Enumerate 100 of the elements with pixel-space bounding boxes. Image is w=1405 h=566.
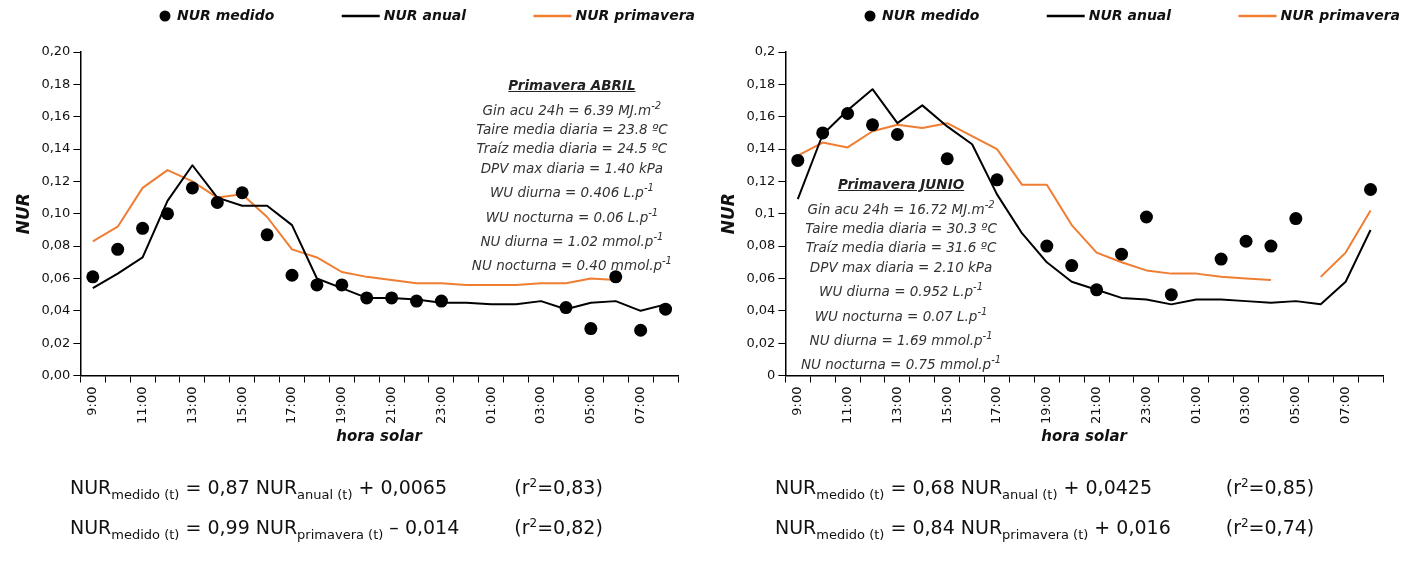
point xyxy=(310,278,324,292)
annotation: NU nocturna = 0.40 mmol.p$^{-1}$ xyxy=(471,253,672,275)
annotation: NU diurna = 1.02 mmol.p$^{-1}$ xyxy=(479,229,665,251)
x-tick-label: 11:00 xyxy=(133,386,149,424)
x-tick-label: 01:00 xyxy=(1187,386,1203,424)
point xyxy=(434,294,448,308)
annotation: WU diurna = 0.406 L.p$^{-1}$ xyxy=(488,181,655,202)
annotation: Taire media diaria = 23.8 ºC xyxy=(475,119,669,139)
x-tick-label: 13:00 xyxy=(888,386,904,424)
x-tick-label: 17:00 xyxy=(988,386,1004,424)
y-tick-label: 0,16 xyxy=(41,108,71,124)
point xyxy=(659,302,673,316)
x-tick-label: 15:00 xyxy=(938,386,954,424)
y-tick-label: 0,18 xyxy=(41,75,71,91)
text: (r$^{2}$=0,82) xyxy=(514,515,603,541)
point xyxy=(410,294,424,308)
point xyxy=(235,186,249,200)
x-tick-label: 9:00 xyxy=(84,386,100,416)
x-tick-label: 19:00 xyxy=(333,386,349,424)
x-tick-label: 15:00 xyxy=(233,386,249,424)
point xyxy=(866,118,879,132)
y-tick-label: 0,2 xyxy=(754,43,776,59)
text: (r$^{2}$=0,83) xyxy=(514,476,603,501)
point xyxy=(210,195,224,209)
x-tick-label: 13:00 xyxy=(183,386,199,424)
x-tick-label: 11:00 xyxy=(838,386,854,424)
point xyxy=(1090,283,1104,297)
y-tick-label: 0,02 xyxy=(746,334,776,350)
y-tick-label: 0,08 xyxy=(41,237,71,253)
point xyxy=(634,323,648,337)
point xyxy=(285,268,299,282)
y-axis-title: NUR xyxy=(717,193,738,235)
x-tick-label: 07:00 xyxy=(1337,386,1353,424)
y-tick-label: 0,14 xyxy=(746,140,776,156)
x-tick-label: 23:00 xyxy=(432,386,448,424)
annotation: Traíz media diaria = 24.5 ºC xyxy=(475,139,669,159)
point xyxy=(385,291,399,305)
point xyxy=(841,106,855,120)
point xyxy=(1139,210,1153,224)
y-tick-label: 0,1 xyxy=(754,205,776,221)
x-axis-title: hora solar xyxy=(336,426,424,445)
point xyxy=(1040,239,1054,253)
legend-label: NUR medido xyxy=(882,6,980,23)
point xyxy=(260,228,274,242)
point xyxy=(1264,239,1278,253)
text: NUR$_{medido (t)}$ = 0,87 NUR$_{anual (t)}$ + 0,0065 xyxy=(70,476,448,502)
x-tick-label: 07:00 xyxy=(632,386,648,424)
point xyxy=(360,291,374,305)
point xyxy=(1239,234,1253,248)
point xyxy=(161,207,174,221)
annotation: WU nocturna = 0.06 L.p$^{-1}$ xyxy=(484,205,660,227)
point xyxy=(816,126,830,140)
legend-label: NUR primavera xyxy=(1280,6,1401,23)
text: NUR$_{medido (t)}$ = 0,84 NUR$_{primavera (t)}$ + 0,016 xyxy=(775,515,1171,542)
annotation: Primavera ABRIL xyxy=(507,76,637,95)
y-tick-label: 0,00 xyxy=(41,366,71,382)
x-tick-label: 05:00 xyxy=(582,386,598,424)
x-tick-label: 17:00 xyxy=(283,386,299,424)
point xyxy=(990,173,1004,187)
annotation: Taire media diaria = 30.3 ºC xyxy=(804,218,998,238)
point xyxy=(1364,183,1378,196)
point xyxy=(185,181,199,195)
y-tick-label: 0,20 xyxy=(41,43,71,59)
legend-label: NUR anual xyxy=(1088,6,1172,23)
point xyxy=(940,152,954,166)
y-tick-label: 0,02 xyxy=(41,334,71,350)
y-tick-label: 0,04 xyxy=(41,302,71,318)
annotation: Gin acu 24h = 6.39 MJ.m$^{-2}$ xyxy=(481,98,663,120)
y-tick-label: 0,16 xyxy=(746,108,776,124)
point xyxy=(1065,259,1079,273)
point xyxy=(111,242,125,256)
point xyxy=(1214,252,1228,266)
annotation: WU diurna = 0.952 L.p$^{-1}$ xyxy=(818,280,985,301)
point xyxy=(1115,247,1129,261)
y-tick-label: 0,10 xyxy=(41,205,71,221)
y-axis-title: NUR xyxy=(12,193,33,235)
y-tick-label: 0,18 xyxy=(746,75,776,91)
y-tick-label: 0,14 xyxy=(41,140,71,156)
y-tick-label: 0,12 xyxy=(41,172,71,188)
point xyxy=(584,322,598,336)
y-tick-label: 0,06 xyxy=(746,269,776,285)
x-tick-label: 19:00 xyxy=(1038,386,1054,424)
y-tick-label: 0,08 xyxy=(746,237,776,253)
x-tick-label: 23:00 xyxy=(1137,386,1153,424)
y-tick-label: 0,06 xyxy=(41,269,71,285)
x-tick-label: 01:00 xyxy=(482,386,498,424)
point xyxy=(890,128,904,141)
text: (r$^{2}$=0,85) xyxy=(1225,476,1315,501)
text: NUR$_{medido (t)}$ = 0,68 NUR$_{anual (t)}$ + 0,0425 xyxy=(775,476,1153,502)
legend-label: NUR primavera xyxy=(575,6,696,23)
x-tick-label: 03:00 xyxy=(532,386,548,424)
legend-label: NUR anual xyxy=(383,6,467,23)
x-tick-label: 21:00 xyxy=(1088,386,1103,424)
x-axis-title: hora solar xyxy=(1041,426,1129,445)
point xyxy=(86,270,100,284)
x-tick-label: 05:00 xyxy=(1287,386,1303,424)
annotation: DPV max diaria = 2.10 kPa xyxy=(808,257,994,277)
annotation: NU nocturna = 0.75 mmol.p$^{-1}$ xyxy=(801,352,1002,374)
x-tick-label: 03:00 xyxy=(1237,386,1253,424)
y-tick-label: 0,04 xyxy=(746,302,776,318)
